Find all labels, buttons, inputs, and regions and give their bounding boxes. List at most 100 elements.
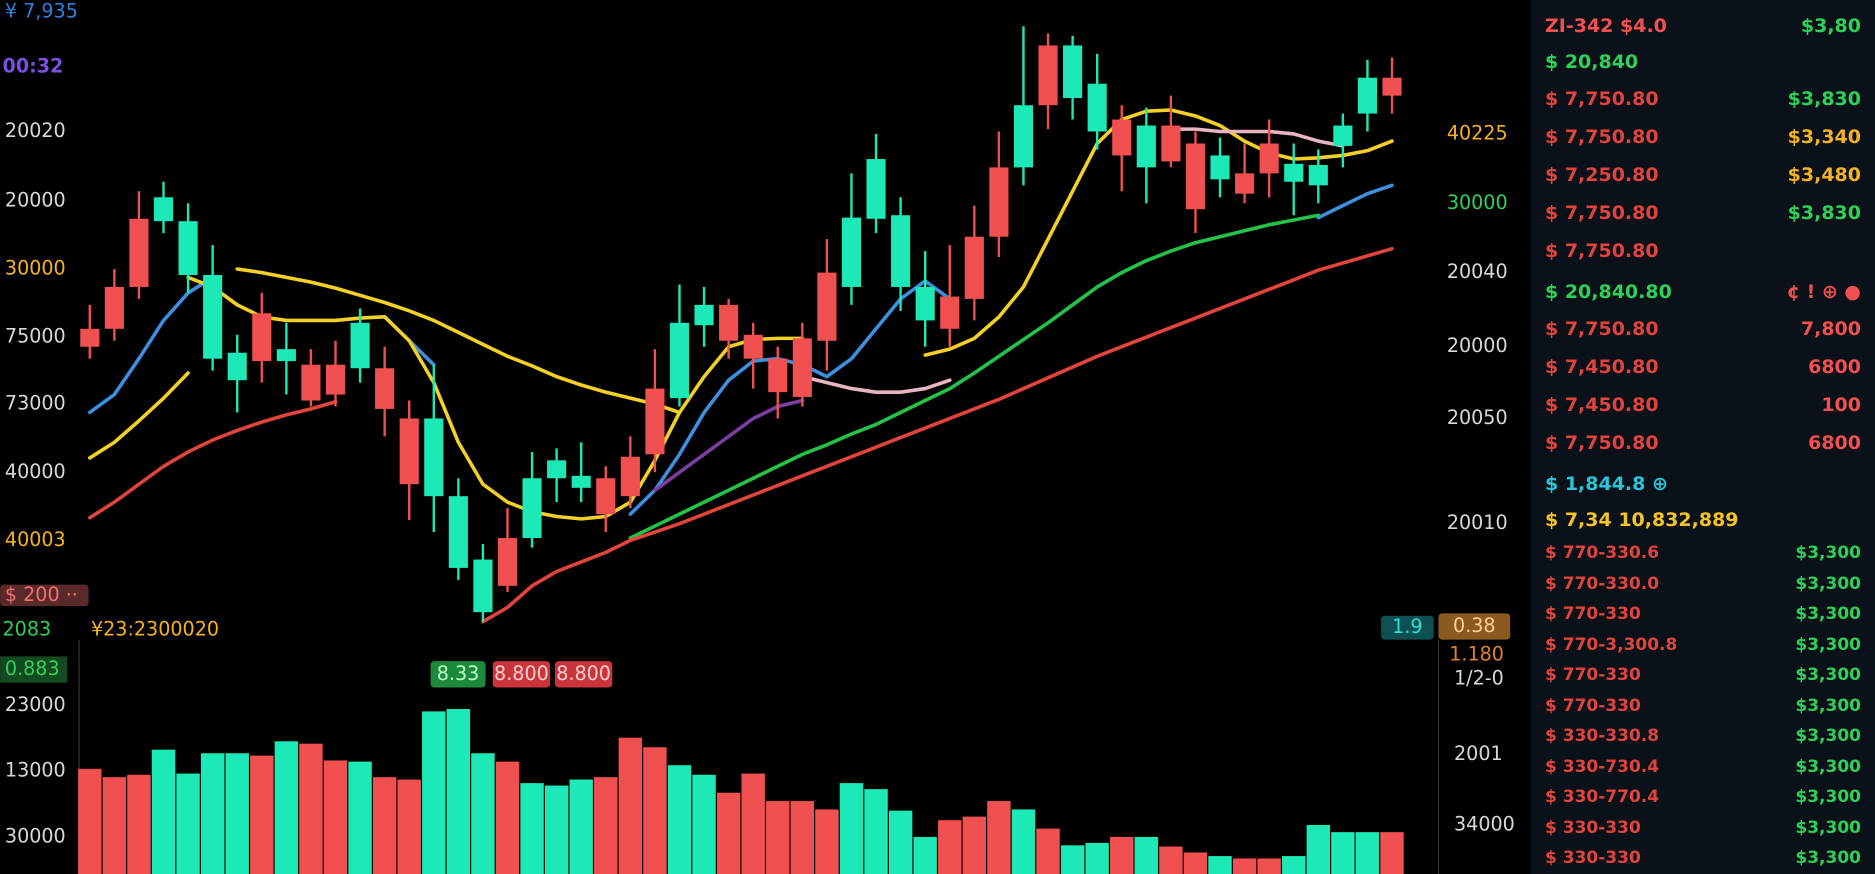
sidebar-row: $ 7,750.80 $3,340 bbox=[1545, 118, 1861, 156]
candle-body bbox=[1210, 155, 1230, 180]
group-subtitle: $ 7,34 10,832,889 bbox=[1545, 509, 1739, 531]
volume-bar bbox=[1355, 832, 1380, 874]
candle-body bbox=[620, 456, 640, 497]
candle-body bbox=[522, 478, 542, 539]
volume-tick-label: 30000 bbox=[5, 824, 66, 847]
row-value: $3,300 bbox=[1795, 817, 1861, 838]
y2-tick-label: 20010 bbox=[1447, 511, 1508, 534]
badge bbox=[492, 661, 551, 688]
row-label: $ 7,450.80 bbox=[1545, 394, 1659, 416]
volume-bar bbox=[520, 783, 544, 874]
sidebar-row: $ 330-770.4 $3,300 bbox=[1545, 782, 1861, 813]
candle-body bbox=[792, 338, 812, 397]
row-label: $ 330-330.8 bbox=[1545, 726, 1660, 747]
sidebar-row: $ 330-730.4 $3,300 bbox=[1545, 752, 1861, 783]
volume-tick-label: 1/2-0 bbox=[1454, 667, 1504, 690]
sidebar-row: $ 330-330.8 $3,300 bbox=[1545, 721, 1861, 752]
candle-body bbox=[1087, 83, 1107, 132]
y-tick-label: 30000 bbox=[5, 257, 66, 280]
candle-body bbox=[1063, 45, 1083, 99]
candle-body bbox=[989, 167, 1009, 237]
y-tick-label: 73000 bbox=[5, 392, 66, 415]
chip bbox=[0, 656, 68, 683]
candle-body bbox=[104, 286, 124, 329]
volume-bar bbox=[1159, 846, 1183, 874]
volume-label: 2083 bbox=[3, 618, 52, 641]
sidebar-row: $ 770-330.6 $3,300 bbox=[1545, 538, 1861, 569]
candle-body bbox=[841, 217, 862, 287]
sidebar-row: $ 7,250.80 $3,480 bbox=[1545, 156, 1861, 194]
volume-bar bbox=[716, 792, 741, 874]
candle-body bbox=[547, 460, 567, 479]
candle-body bbox=[940, 296, 960, 329]
row-value: $3,340 bbox=[1787, 126, 1861, 148]
row-value: $3,480 bbox=[1787, 164, 1861, 186]
symbol: ¥ 7,935 bbox=[5, 0, 78, 22]
volume-bar bbox=[422, 711, 446, 874]
sidebar-group: $ 20,840 $ 7,750.80 $3,830 $ 7,750.80 $3,340… bbox=[1545, 44, 1861, 270]
volume-bar bbox=[1257, 858, 1281, 874]
group-heading: $ 20,840 bbox=[1545, 44, 1861, 80]
volume-bar bbox=[1036, 828, 1060, 874]
volume-bar bbox=[1110, 836, 1134, 874]
candle-body bbox=[571, 475, 591, 488]
candle-body bbox=[1136, 125, 1156, 168]
candle-body bbox=[768, 358, 788, 393]
volume-bar bbox=[1208, 856, 1232, 874]
volume-bar bbox=[274, 741, 299, 874]
candle-body bbox=[1013, 105, 1034, 168]
volume-bar bbox=[1134, 836, 1159, 874]
row-value: $3,300 bbox=[1795, 756, 1861, 777]
volume-bar bbox=[938, 820, 962, 874]
volume-bar bbox=[495, 761, 520, 874]
moving-average-line bbox=[628, 213, 1321, 540]
sidebar-row: $ 7,450.80 100 bbox=[1545, 386, 1861, 424]
badge bbox=[1381, 615, 1434, 640]
volume-bar bbox=[1232, 858, 1257, 874]
clock: 00:32 bbox=[3, 54, 64, 77]
candle-body bbox=[645, 388, 665, 455]
y-tick-label: 75000 bbox=[5, 325, 66, 348]
candle-body bbox=[1308, 164, 1328, 186]
candle-body bbox=[301, 364, 321, 401]
candle-body bbox=[375, 368, 395, 409]
candle-body bbox=[964, 236, 984, 299]
sidebar-title: ZI-342 $4.0 bbox=[1545, 15, 1667, 37]
badge-label: 1.9 bbox=[1392, 615, 1422, 638]
candle-body bbox=[915, 286, 935, 321]
volume-bar bbox=[864, 789, 888, 874]
y-tick-label: 20020 bbox=[5, 119, 66, 142]
volume-bar bbox=[78, 768, 102, 874]
row-value: $3,830 bbox=[1787, 88, 1861, 110]
volume-bar bbox=[1060, 845, 1085, 874]
y-tick-label: 40003 bbox=[5, 528, 66, 551]
row-value: 6800 bbox=[1808, 356, 1861, 378]
candle-body bbox=[1284, 163, 1304, 182]
moving-average-line bbox=[88, 267, 682, 460]
volume-bar bbox=[348, 761, 372, 874]
group-title: $ 20,840 bbox=[1545, 51, 1639, 73]
volume-bar bbox=[741, 773, 765, 874]
volume-bar bbox=[569, 779, 593, 874]
volume-bar bbox=[1306, 824, 1331, 874]
row-value: $3,300 bbox=[1795, 695, 1861, 716]
volume-bar bbox=[618, 737, 643, 874]
candle-body bbox=[227, 352, 247, 381]
sidebar: ZI-342 $4.0 $3,80 $ 20,840 $ 7,750.80 $3,830… bbox=[1531, 0, 1875, 874]
y2-tick-label: 40225 bbox=[1447, 121, 1508, 144]
candle-body bbox=[325, 364, 346, 395]
row-label: $ 330-330 bbox=[1545, 817, 1641, 838]
row-value: $3,300 bbox=[1795, 726, 1861, 747]
chip-label: $ 200 ·· bbox=[5, 583, 78, 606]
candle-body bbox=[694, 304, 714, 326]
volume-tick-label: 2001 bbox=[1454, 742, 1503, 765]
volume-bar bbox=[790, 801, 815, 874]
candle-body bbox=[1333, 125, 1353, 146]
volume-bar bbox=[397, 779, 421, 874]
volume-bar bbox=[692, 774, 716, 874]
sidebar-row: $ 770-3,300.8 $3,300 bbox=[1545, 630, 1861, 661]
volume-bar bbox=[225, 753, 249, 874]
y-tick-label: 40000 bbox=[5, 460, 66, 483]
